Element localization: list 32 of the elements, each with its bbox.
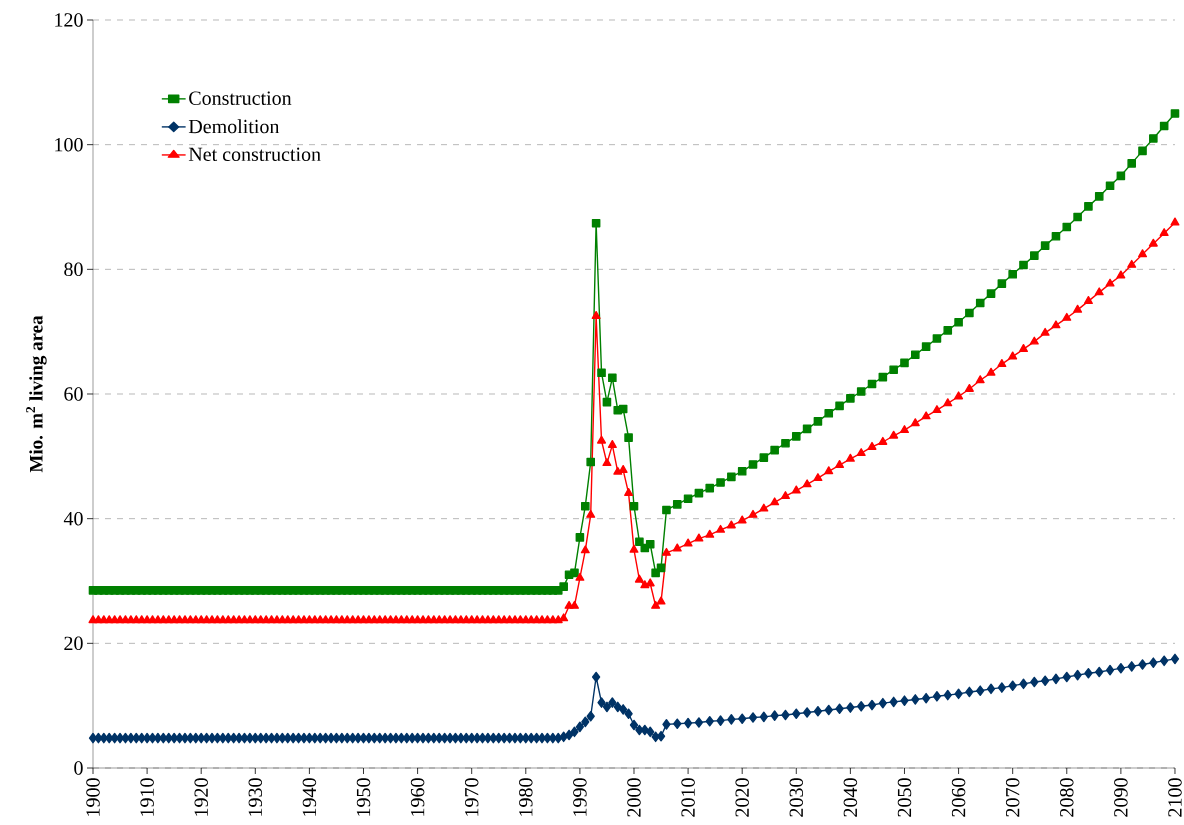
x-tick-label: 2000 <box>627 778 641 817</box>
x-tick-label: 1980 <box>519 778 533 816</box>
x-tick-label: 2050 <box>897 778 912 817</box>
y-tick-label: 80 <box>64 262 83 277</box>
y-tick-label: 0 <box>74 761 83 775</box>
x-tick-label: 1900 <box>86 778 100 816</box>
x-tick-label: 1970 <box>464 778 479 816</box>
x-tick-label: 2070 <box>1005 778 1020 817</box>
x-tick-label: 1910 <box>140 778 154 816</box>
y-axis-title: Mio. m$^{2}$ living area <box>26 315 47 473</box>
x-tick-label: 1960 <box>410 778 425 816</box>
x-tick-label: 2010 <box>681 778 695 817</box>
x-tick-label: 1940 <box>302 778 317 816</box>
legend-label: Net construction <box>188 147 321 162</box>
y-tick-label: 40 <box>63 511 83 526</box>
x-tick-label: 2080 <box>1060 778 1074 817</box>
x-tick-label: 1990 <box>573 778 587 816</box>
x-tick-label: 2060 <box>951 778 966 817</box>
y-tick-label: 20 <box>64 636 83 651</box>
x-tick-label: 2090 <box>1114 778 1128 817</box>
y-tick-label: 100 <box>55 137 83 152</box>
x-tick-label: 2040 <box>843 778 858 817</box>
x-tick-label: 2020 <box>735 778 749 817</box>
x-tick-label: 1950 <box>356 778 371 816</box>
x-tick-label: 2100 <box>1168 778 1182 817</box>
x-tick-label: 1920 <box>194 778 208 816</box>
legend-label: Demolition <box>188 119 280 134</box>
x-tick-label: 1930 <box>248 778 263 816</box>
legend-label: Construction <box>189 91 292 105</box>
y-tick-label: 60 <box>64 387 83 401</box>
y-tick-label: 120 <box>55 13 83 27</box>
x-tick-label: 2030 <box>789 778 804 817</box>
